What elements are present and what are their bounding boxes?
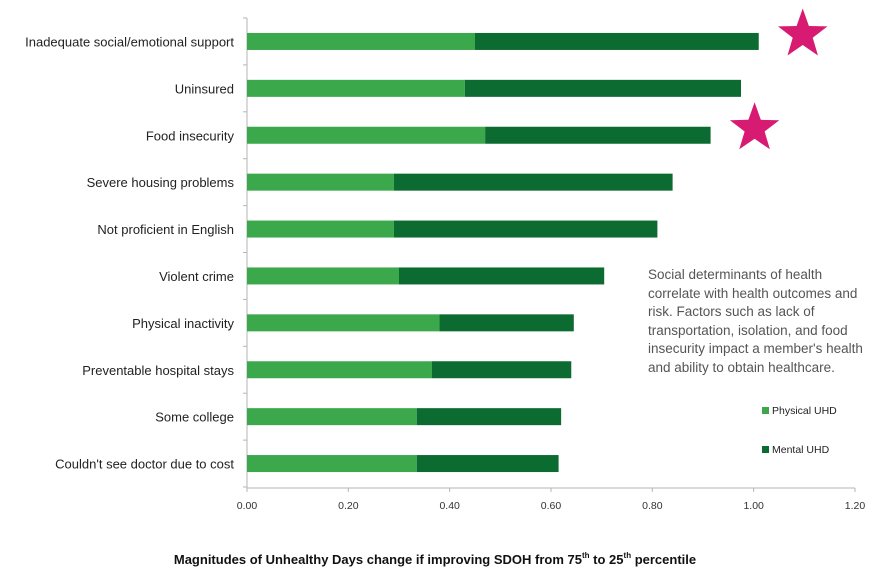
bar-physical-uhd — [247, 220, 394, 238]
caption-part1: Magnitudes of Unhealthy Days change if i… — [173, 552, 582, 567]
bar-mental-uhd — [431, 361, 572, 379]
bar-physical-uhd — [247, 126, 486, 144]
legend-swatch-physical — [762, 407, 769, 414]
bar-mental-uhd — [485, 126, 711, 144]
caption-part3: percentile — [631, 552, 697, 567]
bar-physical-uhd — [247, 408, 417, 426]
bar-mental-uhd — [393, 173, 673, 191]
bar-physical-uhd — [247, 455, 417, 473]
category-label: Physical inactivity — [132, 316, 234, 331]
bar-physical-uhd — [247, 32, 475, 50]
annotation-text: Social determinants of health correlate … — [648, 267, 863, 375]
legend-swatch-mental — [762, 446, 769, 453]
caption-part2: to 25 — [589, 552, 624, 567]
caption-sup2: th — [623, 551, 632, 560]
caption-sup1: th — [582, 551, 590, 560]
category-label: Severe housing problems — [87, 175, 235, 190]
x-tick-label: 1.00 — [743, 500, 764, 512]
x-tick-label: 0.60 — [541, 500, 562, 512]
category-label: Not proficient in English — [97, 222, 234, 237]
bar-mental-uhd — [439, 314, 574, 332]
star-icon — [778, 8, 828, 56]
category-label: Preventable hospital stays — [82, 363, 234, 378]
bar-physical-uhd — [247, 79, 465, 97]
bar-mental-uhd — [393, 220, 658, 238]
bar-physical-uhd — [247, 173, 394, 191]
category-label: Uninsured — [175, 81, 234, 96]
bar-mental-uhd — [475, 32, 759, 50]
category-label: Some college — [155, 410, 234, 425]
x-tick-label: 0.40 — [439, 500, 460, 512]
bar-physical-uhd — [247, 267, 399, 285]
legend-label-mental: Mental UHD — [772, 444, 830, 456]
bar-mental-uhd — [464, 79, 741, 97]
category-label: Couldn't see doctor due to cost — [55, 457, 234, 472]
x-tick-label: 0.00 — [237, 500, 258, 512]
x-tick-label: 1.20 — [845, 500, 866, 512]
category-label: Inadequate social/emotional support — [25, 34, 234, 49]
bar-mental-uhd — [399, 267, 605, 285]
chart-caption: Magnitudes of Unhealthy Days change if i… — [0, 551, 870, 567]
category-label: Violent crime — [159, 269, 234, 284]
x-tick-label: 0.80 — [642, 500, 663, 512]
star-icon — [729, 102, 780, 150]
category-label: Food insecurity — [146, 128, 235, 143]
legend-label-physical: Physical UHD — [772, 405, 837, 417]
bar-mental-uhd — [416, 455, 559, 473]
x-tick-label: 0.20 — [338, 500, 359, 512]
bar-physical-uhd — [247, 361, 432, 379]
bar-mental-uhd — [416, 408, 562, 426]
bar-physical-uhd — [247, 314, 440, 332]
